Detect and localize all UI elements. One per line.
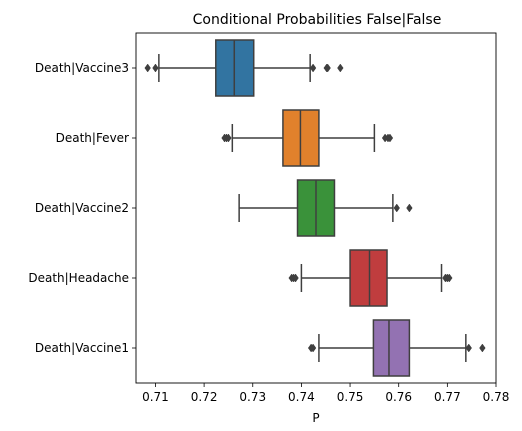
y-tick-label: Death|Fever <box>56 131 129 145</box>
outlier-point <box>465 343 472 353</box>
box-group <box>307 319 486 377</box>
box-iqr <box>349 249 388 307</box>
x-axis-label: P <box>312 411 319 425</box>
outlier-point <box>393 203 400 213</box>
y-tick-label: Death|Headache <box>28 271 129 285</box>
x-tick-label: 0.71 <box>142 390 169 404</box>
box-group <box>288 249 453 307</box>
outlier-point <box>324 63 331 73</box>
outlier-point <box>309 63 317 73</box>
box-group <box>144 39 344 97</box>
x-tick-label: 0.73 <box>239 390 266 404</box>
outlier-point <box>225 133 232 143</box>
outlier-point <box>337 63 344 73</box>
y-tick-label: Death|Vaccine3 <box>35 61 129 75</box>
plot-content <box>144 39 486 377</box>
y-tick-label: Death|Vaccine2 <box>35 201 129 215</box>
x-tick-label: 0.72 <box>191 390 218 404</box>
x-tick-label: 0.75 <box>337 390 364 404</box>
x-tick-label: 0.76 <box>385 390 412 404</box>
x-tick-label: 0.74 <box>288 390 315 404</box>
outlier-point <box>144 63 151 73</box>
box-group <box>238 179 413 237</box>
y-axis-ticks: Death|Vaccine3 Death|Fever Death|Vaccine2 D… <box>28 61 136 355</box>
outlier-point <box>309 343 317 353</box>
chart-title: Conditional Probabilities False|False <box>193 12 442 28</box>
outlier-point <box>479 343 486 353</box>
x-tick-label: 0.78 <box>483 390 510 404</box>
box-iqr <box>372 319 411 377</box>
outlier-point <box>292 273 299 283</box>
x-axis-ticks: 0.71 0.72 0.73 0.74 0.75 0.76 0.77 0.78 <box>142 383 509 404</box>
outlier-point <box>152 63 159 73</box>
x-tick-label: 0.77 <box>434 390 461 404</box>
box-group <box>221 109 394 167</box>
outlier-point <box>386 133 394 143</box>
outlier-point <box>406 203 413 213</box>
outlier-point <box>446 273 453 283</box>
y-tick-label: Death|Vaccine1 <box>35 341 129 355</box>
